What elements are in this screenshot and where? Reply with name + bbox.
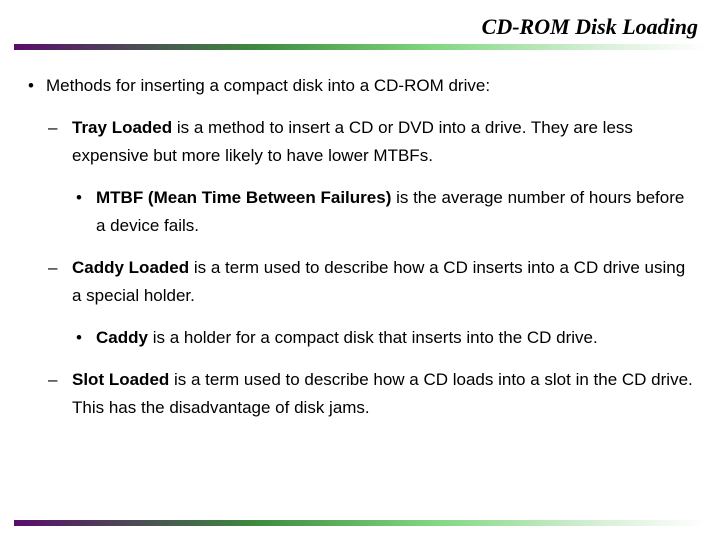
bullet-caddy-loaded: – Caddy Loaded is a term used to describ… [24, 254, 696, 310]
bullet-caddy-def: • Caddy is a holder for a compact disk t… [24, 324, 696, 352]
slide-title: CD-ROM Disk Loading [482, 14, 698, 40]
caddy-def-rest: is a holder for a compact disk that inse… [148, 328, 598, 347]
bullet-intro: • Methods for inserting a compact disk i… [24, 72, 696, 100]
bullet-slot-loaded: – Slot Loaded is a term used to describe… [24, 366, 696, 422]
slot-term: Slot Loaded [72, 370, 169, 389]
intro-text: Methods for inserting a compact disk int… [46, 76, 490, 95]
bullet-dash-icon: – [48, 114, 57, 142]
bottom-divider [14, 520, 706, 526]
bullet-dash-icon: – [48, 366, 57, 394]
caddy-term: Caddy Loaded [72, 258, 189, 277]
caddy-def-term: Caddy [96, 328, 148, 347]
top-divider [14, 44, 706, 50]
bullet-dot-icon: • [76, 324, 82, 352]
bullet-dash-icon: – [48, 254, 57, 282]
bullet-mtbf: • MTBF (Mean Time Between Failures) is t… [24, 184, 696, 240]
slide: CD-ROM Disk Loading • Methods for insert… [0, 0, 720, 540]
content-body: • Methods for inserting a compact disk i… [24, 72, 696, 436]
bullet-dot-icon: • [76, 184, 82, 212]
bullet-dot-icon: • [28, 72, 34, 100]
mtbf-term: MTBF (Mean Time Between Failures) [96, 188, 391, 207]
tray-term: Tray Loaded [72, 118, 172, 137]
bullet-tray-loaded: – Tray Loaded is a method to insert a CD… [24, 114, 696, 170]
